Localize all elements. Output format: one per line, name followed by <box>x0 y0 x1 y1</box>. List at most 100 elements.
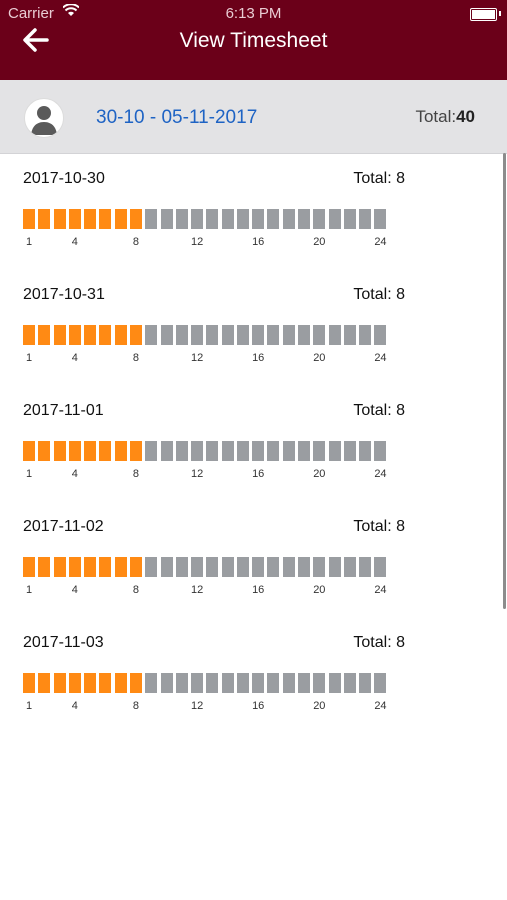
day-date: 2017-10-31 <box>23 286 105 303</box>
hour-cell-idle <box>175 325 188 345</box>
hour-cell-idle <box>160 673 173 693</box>
hour-cell-idle <box>175 673 188 693</box>
hour-cell-idle <box>236 325 249 345</box>
nav-bar: Carrier 6:13 PM View Timesheet <box>0 0 507 80</box>
hour-cell-idle <box>359 441 372 461</box>
hour-cell-worked <box>84 673 97 693</box>
hour-cell-worked <box>53 673 66 693</box>
hour-cell-worked <box>84 441 97 461</box>
day-row[interactable]: 2017-11-03 Total: 8 1 4 8 12 16 20 24 <box>23 634 405 712</box>
hour-cell-idle <box>313 209 326 229</box>
hour-cell-worked <box>84 557 97 577</box>
hour-cell-idle <box>191 673 204 693</box>
hour-cell-idle <box>221 673 234 693</box>
hour-cell-idle <box>252 673 265 693</box>
hour-tick-label: 8 <box>132 700 140 712</box>
scrollbar[interactable] <box>503 153 506 609</box>
hour-cell-idle <box>298 441 311 461</box>
hour-cell-idle <box>359 557 372 577</box>
hour-tick-label: 12 <box>190 236 204 248</box>
hour-tick-label: 20 <box>313 236 326 248</box>
hour-cell-idle <box>160 209 173 229</box>
hour-tick-label: 1 <box>25 584 33 596</box>
hour-tick-label: 4 <box>71 352 78 364</box>
day-row[interactable]: 2017-11-02 Total: 8 1 4 8 12 16 20 24 <box>23 518 405 596</box>
avatar[interactable] <box>24 98 64 138</box>
hour-cell-worked <box>23 441 35 461</box>
hour-cell-idle <box>236 557 249 577</box>
hour-cell-worked <box>23 557 35 577</box>
hour-tick-label: 20 <box>313 584 326 596</box>
battery-icon <box>470 8 497 21</box>
hour-cell-idle <box>267 441 280 461</box>
hour-cell-idle <box>206 209 219 229</box>
date-range-link[interactable]: 30-10 - 05-11-2017 <box>96 107 258 128</box>
hour-cell-idle <box>282 209 295 229</box>
hour-cell-idle <box>221 441 234 461</box>
hour-tick-label: 12 <box>190 584 204 596</box>
hour-cell-idle <box>145 673 158 693</box>
hour-cell-worked <box>68 209 81 229</box>
hour-cell-idle <box>252 441 265 461</box>
carrier-label: Carrier <box>8 5 54 22</box>
hour-tick-label: 8 <box>132 352 140 364</box>
hour-cell-worked <box>23 209 35 229</box>
hour-tick-label: 1 <box>25 700 33 712</box>
hour-tick-label: 4 <box>71 700 78 712</box>
hour-tick-label: 24 <box>374 468 387 480</box>
hour-tick-label: 1 <box>25 236 33 248</box>
hour-cell-worked <box>99 325 112 345</box>
hour-cell-worked <box>129 441 142 461</box>
hour-cell-idle <box>298 325 311 345</box>
hour-cell-idle <box>282 325 295 345</box>
hour-cell-idle <box>145 209 158 229</box>
hour-cell-idle <box>313 325 326 345</box>
hour-cell-idle <box>359 209 372 229</box>
hour-cell-idle <box>252 557 265 577</box>
hour-cell-worked <box>99 209 112 229</box>
hour-cell-idle <box>328 673 341 693</box>
day-row[interactable]: 2017-10-31 Total: 8 1 4 8 12 16 20 24 <box>23 286 405 364</box>
hour-tick-label: 12 <box>190 468 204 480</box>
day-date: 2017-11-02 <box>23 518 104 535</box>
hour-tick-label: 24 <box>374 352 387 364</box>
hour-cell-idle <box>313 441 326 461</box>
hour-tick-label: 20 <box>313 468 326 480</box>
hour-cell-idle <box>328 557 341 577</box>
clock: 6:13 PM <box>225 5 282 22</box>
hour-cell-idle <box>374 209 387 229</box>
hour-cell-idle <box>206 557 219 577</box>
hour-cell-worked <box>53 557 66 577</box>
hour-tick-label: 1 <box>25 352 33 364</box>
day-list[interactable]: 2017-10-30 Total: 8 1 4 8 12 16 20 24 2017-10-31 T… <box>0 154 507 900</box>
hour-cell-idle <box>328 209 341 229</box>
hour-cell-worked <box>23 673 35 693</box>
arrow-left-icon <box>23 28 49 52</box>
hour-cell-worked <box>84 209 97 229</box>
week-total-label: Total: <box>415 107 457 126</box>
hour-cell-idle <box>145 325 158 345</box>
hour-cell-idle <box>298 673 311 693</box>
hour-cell-idle <box>343 441 356 461</box>
day-row[interactable]: 2017-10-30 Total: 8 1 4 8 12 16 20 24 <box>23 170 405 248</box>
hour-cell-idle <box>328 325 341 345</box>
hour-cell-idle <box>191 441 204 461</box>
hour-cell-worked <box>114 557 127 577</box>
day-row[interactable]: 2017-11-01 Total: 8 1 4 8 12 16 20 24 <box>23 402 405 480</box>
hour-cell-worked <box>114 673 127 693</box>
hour-tick-label: 4 <box>71 584 78 596</box>
hour-cell-idle <box>236 209 249 229</box>
hour-tick-label: 16 <box>252 584 265 596</box>
hour-tick-label: 4 <box>71 236 78 248</box>
hour-cell-idle <box>374 325 387 345</box>
hour-tick-label: 8 <box>132 584 140 596</box>
back-button[interactable] <box>20 24 60 58</box>
hour-cell-worked <box>129 557 142 577</box>
hour-cell-idle <box>160 325 173 345</box>
hour-cell-worked <box>68 441 81 461</box>
hour-cell-idle <box>267 209 280 229</box>
hour-tick-label: 24 <box>374 700 387 712</box>
week-total: Total:40 <box>415 107 475 127</box>
hour-cell-worked <box>99 673 112 693</box>
hour-cell-worked <box>114 209 127 229</box>
